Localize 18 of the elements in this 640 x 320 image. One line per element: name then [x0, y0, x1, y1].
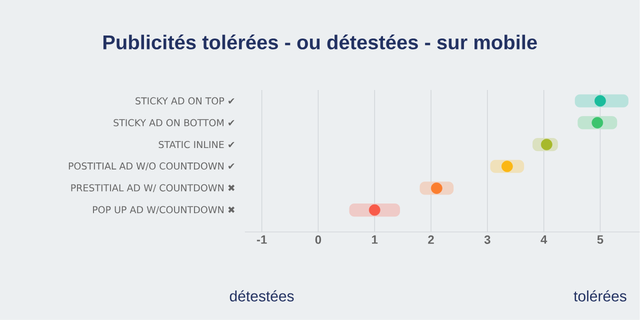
chart-title: Publicités tolérées - ou détestées - sur mobile	[103, 34, 537, 50]
y-tick-label: STICKY AD ON BOTTOM ✔	[114, 119, 234, 126]
y-tick-label: POP UP AD W/COUNTDOWN ✖	[93, 206, 235, 214]
point	[368, 204, 380, 216]
x-tick-label: 0	[315, 236, 322, 244]
y-tick-label: STICKY AD ON TOP ✔	[136, 97, 234, 105]
y-tick-label: POSTITIAL AD W/O COUNTDOWN ✔	[68, 162, 234, 170]
x-tick-label: 5	[597, 236, 604, 244]
x-tick-label: 1	[372, 236, 378, 244]
y-tick-label: STATIC INLINE ✔	[158, 141, 234, 148]
x-tick-label: 2	[428, 236, 434, 244]
x-tick-label: -1	[256, 236, 267, 244]
text: tolérées	[574, 290, 626, 302]
x-tick-label: 4	[540, 236, 548, 244]
text: détestées	[230, 290, 294, 302]
point	[594, 95, 606, 107]
x-tick-label: 3	[484, 236, 490, 244]
y-tick-label: PRESTITIAL AD W/ COUNTDOWN ✖	[71, 184, 235, 192]
